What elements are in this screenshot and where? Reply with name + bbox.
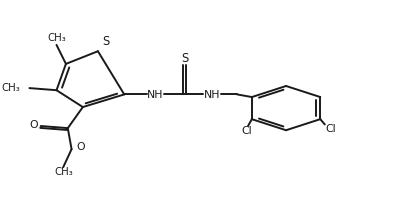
Text: CH₃: CH₃ (47, 33, 66, 43)
Text: S: S (181, 52, 188, 65)
Text: Cl: Cl (325, 124, 336, 134)
Text: S: S (102, 35, 109, 48)
Text: CH₃: CH₃ (1, 83, 20, 93)
Text: Cl: Cl (242, 126, 252, 135)
Text: NH: NH (147, 91, 164, 100)
Text: NH: NH (204, 91, 220, 100)
Text: O: O (77, 142, 85, 152)
Text: O: O (30, 120, 38, 130)
Text: CH₃: CH₃ (54, 167, 72, 177)
